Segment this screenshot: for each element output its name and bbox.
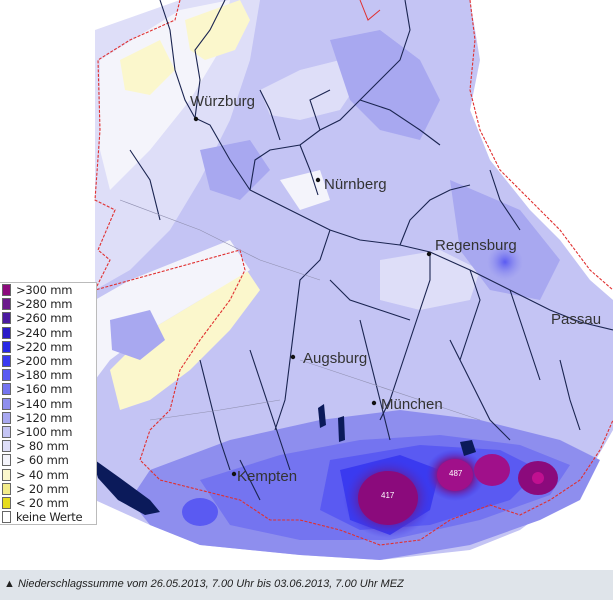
peak-value-label: 487 [449, 469, 463, 478]
legend-item: > 60 mm [0, 453, 96, 467]
city-label-nuernberg: Nürnberg [324, 176, 387, 193]
legend-swatch [2, 425, 11, 438]
city-label-kempten: Kempten [237, 468, 297, 485]
legend-label: > 40 mm [16, 467, 69, 482]
lake-starnberger-see [338, 416, 345, 442]
legend-item: < 20 mm [0, 496, 96, 510]
legend-label: >140 mm [16, 396, 73, 411]
legend-swatch [2, 312, 11, 325]
river-network [129, 0, 613, 501]
legend-item: >260 mm [0, 311, 96, 325]
legend-label: >260 mm [16, 311, 73, 326]
legend-item: >160 mm [0, 382, 96, 396]
legend-swatch [2, 482, 11, 495]
legend-label: > 20 mm [16, 481, 69, 496]
city-label-regensburg: Regensburg [435, 237, 517, 254]
legend-item: >140 mm [0, 397, 96, 411]
legend-label: >160 mm [16, 382, 73, 397]
legend-label: >200 mm [16, 354, 73, 369]
precipitation-legend: >300 mm >280 mm >260 mm >240 mm >220 mm >200 … [0, 282, 97, 526]
legend-label: keine Werte [16, 510, 83, 525]
legend-item: >120 mm [0, 411, 96, 425]
legend-label: >220 mm [16, 339, 73, 354]
bavaria-region [95, 0, 613, 560]
lake-bodensee [92, 458, 160, 515]
legend-label: >100 mm [16, 424, 73, 439]
legend-label: > 60 mm [16, 453, 69, 468]
city-label-augsburg: Augsburg [303, 350, 367, 367]
state-border [93, 0, 613, 546]
legend-label: < 20 mm [16, 495, 69, 510]
lake-ammersee [318, 404, 326, 428]
city-label-wuerzburg: Würzburg [190, 93, 255, 110]
figure-caption: ▲ Niederschlagssumme vom 26.05.2013, 7.0… [0, 570, 613, 600]
legend-swatch [2, 326, 11, 339]
legend-label: > 80 mm [16, 439, 69, 454]
legend-swatch [2, 383, 11, 396]
legend-swatch [2, 468, 11, 481]
legend-label: >300 mm [16, 283, 73, 298]
legend-swatch [2, 397, 11, 410]
legend-item: >180 mm [0, 368, 96, 382]
legend-item: >280 mm [0, 297, 96, 311]
legend-item: >240 mm [0, 326, 96, 340]
legend-item: >300 mm [0, 283, 96, 297]
legend-label: >180 mm [16, 368, 73, 383]
legend-swatch [2, 411, 11, 424]
legend-item: >100 mm [0, 425, 96, 439]
legend-item: > 80 mm [0, 439, 96, 453]
legend-swatch [2, 340, 11, 353]
precipitation-map: Würzburg Nürnberg Regensburg Passau Augs… [0, 0, 613, 560]
legend-item: >200 mm [0, 354, 96, 368]
map-canvas: Würzburg Nürnberg Regensburg Passau Augs… [92, 0, 613, 560]
legend-label: >240 mm [16, 325, 73, 340]
city-label-muenchen: München [381, 396, 443, 413]
legend-swatch [2, 440, 11, 453]
legend-label: >120 mm [16, 410, 73, 425]
legend-item: >220 mm [0, 340, 96, 354]
legend-label: >280 mm [16, 297, 73, 312]
city-label-passau: Passau [551, 311, 601, 328]
legend-swatch [2, 369, 11, 382]
legend-swatch [2, 284, 11, 297]
legend-swatch [2, 355, 11, 368]
lake-chiemsee [460, 440, 476, 456]
legend-item: keine Werte [0, 510, 96, 524]
peak-value-label: 417 [381, 491, 395, 500]
legend-swatch [2, 298, 11, 311]
legend-swatch [2, 496, 11, 509]
legend-swatch [2, 511, 11, 524]
legend-item: > 40 mm [0, 467, 96, 482]
legend-swatch [2, 454, 11, 467]
legend-item: > 20 mm [0, 482, 96, 496]
